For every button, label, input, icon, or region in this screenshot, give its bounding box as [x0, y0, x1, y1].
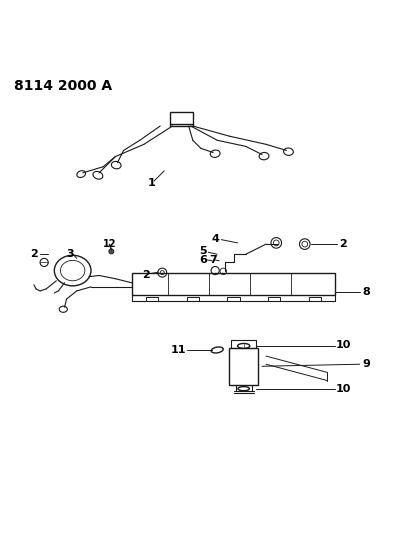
- Text: 5: 5: [199, 246, 206, 256]
- Text: 11: 11: [171, 345, 186, 356]
- Text: 7: 7: [209, 255, 216, 265]
- Text: 10: 10: [335, 340, 350, 350]
- Text: 4: 4: [211, 234, 218, 244]
- Text: 10: 10: [335, 384, 350, 394]
- Text: 2: 2: [339, 239, 346, 249]
- Bar: [231, 340, 255, 348]
- Bar: [131, 272, 335, 295]
- Text: 9: 9: [361, 359, 369, 369]
- Bar: [229, 348, 257, 385]
- Bar: [170, 112, 192, 126]
- Text: 8114 2000 A: 8114 2000 A: [13, 79, 112, 93]
- Circle shape: [109, 249, 114, 254]
- Text: 1: 1: [148, 178, 155, 188]
- Bar: [267, 297, 280, 301]
- Text: 6: 6: [198, 255, 207, 265]
- Text: 12: 12: [102, 239, 116, 249]
- Text: 2: 2: [142, 270, 149, 280]
- Text: 8: 8: [361, 287, 369, 297]
- Bar: [146, 297, 158, 301]
- Text: 2: 2: [30, 249, 38, 259]
- Bar: [186, 297, 198, 301]
- Text: 3: 3: [67, 249, 74, 259]
- Bar: [227, 297, 239, 301]
- Bar: [308, 297, 320, 301]
